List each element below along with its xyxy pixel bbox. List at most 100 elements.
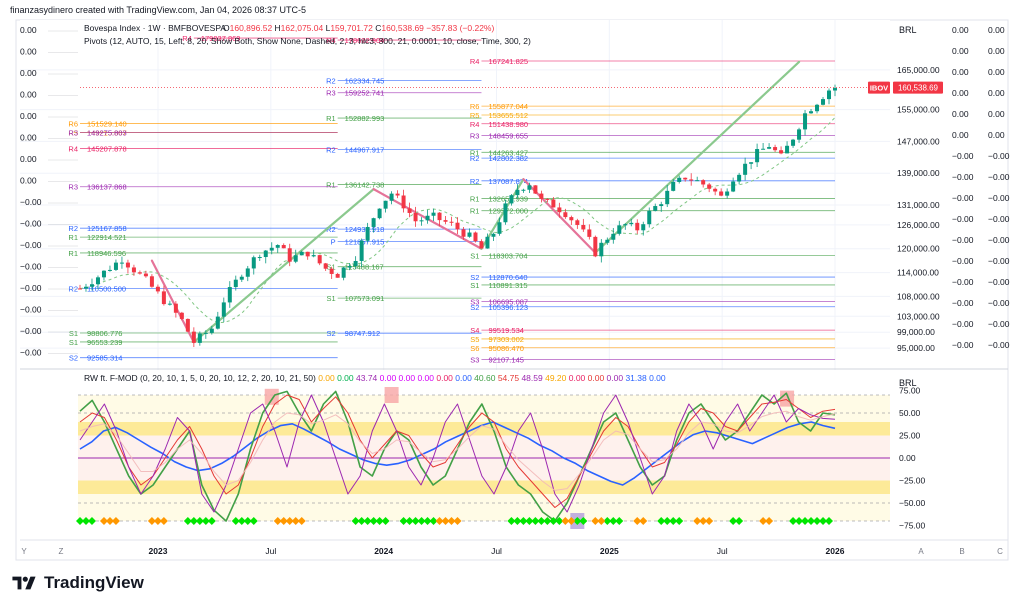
candle-up — [119, 262, 124, 264]
pivot-tag-R4: R4 — [470, 120, 480, 129]
candle-up — [767, 147, 772, 149]
candle-down — [533, 185, 538, 194]
candle-up — [377, 208, 382, 219]
price-pane-bg[interactable] — [20, 20, 890, 368]
candle-down — [461, 229, 466, 237]
ohlc-key-C: C — [375, 23, 381, 33]
signal-dot-green — [819, 517, 828, 525]
candle-up — [353, 260, 358, 267]
candle-up — [521, 189, 526, 191]
candle-up — [95, 277, 100, 285]
signal-dot-orange — [279, 517, 288, 525]
pivot-tag-R2: R2 — [470, 177, 480, 186]
candle-down — [179, 312, 184, 319]
price-tick-label: 147,000.00 — [897, 136, 940, 146]
pivot-value: 92107.145 — [488, 356, 523, 365]
time-tick-label: Jul — [717, 546, 728, 556]
price-tick-label: 103,000.00 — [897, 311, 940, 321]
pivot-tag-R1: R1 — [470, 194, 480, 203]
signal-dot-green — [375, 517, 384, 525]
signal-dot-green — [231, 517, 240, 525]
right-zero-label: −0.00 — [952, 277, 974, 287]
pivot-tag-R4: R4 — [68, 145, 78, 154]
pivot-value: 110891.315 — [488, 281, 527, 290]
candle-up — [695, 180, 700, 182]
left-zero-label: −0.00 — [20, 283, 42, 293]
pivot-tag-R5: R5 — [470, 111, 480, 120]
pivot-tag-S2: S2 — [326, 329, 335, 338]
signal-dot-orange — [105, 517, 114, 525]
pivot-tag-S3: S3 — [470, 356, 479, 365]
time-axis-button[interactable]: A — [918, 547, 924, 556]
indicator-value: 0.00 — [417, 373, 436, 383]
indicator-tick-label: −50.00 — [899, 498, 926, 508]
signal-dot-orange — [693, 517, 702, 525]
indicator-axis-currency[interactable]: BRL — [899, 378, 917, 388]
pivot-value: 167241.825 — [488, 57, 528, 66]
pivot-tag-R3: R3 — [470, 132, 480, 141]
indicator-highlight — [264, 388, 279, 405]
candle-down — [593, 236, 598, 257]
signal-dot-green — [603, 517, 612, 525]
candlesticks — [78, 84, 837, 348]
candle-up — [491, 233, 496, 237]
pivot-tag-R6: R6 — [470, 102, 480, 111]
signal-dot-green — [417, 517, 426, 525]
time-axis[interactable]: 2023 Jul 2024 Jul 2025 Jul 2026 Y Z A B C — [20, 539, 1008, 556]
pivot-tag-R2: R2 — [326, 145, 336, 154]
signal-dot-green — [675, 517, 684, 525]
last-price-tag: IBOV 160,538.69 — [868, 81, 943, 94]
indicator-legend-text[interactable]: RW ft. F-MOD (0, 20, 10, 1, 5, 0, 20, 10… — [84, 373, 666, 383]
price-axis[interactable]: BRL 165,000.00 155,000.00 147,000.00 139,00… — [868, 25, 943, 353]
candle-up — [785, 145, 790, 154]
signal-dot-green — [663, 517, 672, 525]
tradingview-logo-icon — [12, 576, 36, 590]
time-axis-button[interactable]: Z — [59, 547, 64, 556]
right-zero-label: 0.00 — [952, 67, 969, 77]
indicator-value: 0.00 — [607, 373, 626, 383]
signal-dot-orange — [291, 517, 300, 525]
indicator-highlight — [384, 387, 399, 403]
price-axis-currency[interactable]: BRL — [899, 25, 917, 35]
candle-down — [137, 272, 142, 274]
indicator-tick-label: 0.00 — [899, 453, 916, 463]
ohlc-value-C: 160,538.69 −357.83 (−0.22%) — [381, 23, 494, 33]
time-tick-label: Jul — [491, 546, 502, 556]
pivot-value: 151529.140 — [87, 119, 127, 128]
ohlc-key-H: H — [275, 23, 281, 33]
time-axis-button[interactable]: Y — [21, 547, 27, 556]
left-zero-label: −0.00 — [20, 348, 42, 358]
candle-down — [587, 229, 592, 237]
candle-up — [749, 162, 754, 164]
right-zero-label: −0.00 — [952, 298, 974, 308]
time-axis-button[interactable]: C — [997, 547, 1003, 556]
indicator-axis[interactable]: BRL 75.00 50.00 25.00 0.00 −25.00 −50.00 −75.0… — [899, 378, 926, 531]
signal-dot-green — [729, 517, 738, 525]
candle-down — [443, 220, 448, 222]
pivots-indicator-title[interactable]: Pivots (12, AUTO, 15, Left, 8, 20, Show … — [84, 36, 531, 46]
series-pale — [79, 410, 836, 491]
signal-dot-orange — [699, 517, 708, 525]
price-tick-label: 108,000.00 — [897, 291, 940, 301]
signal-dot-green — [813, 517, 822, 525]
time-axis-button[interactable]: B — [959, 547, 964, 556]
pivot-value: 92585.314 — [87, 354, 122, 363]
time-tick-label: 2023 — [149, 546, 168, 556]
candle-up — [509, 195, 514, 204]
pivot-value: 148459.655 — [488, 132, 528, 141]
pivot-value: 110500.500 — [87, 284, 126, 293]
price-tick-label: 131,000.00 — [897, 200, 940, 210]
indicator-value: 49.20 — [545, 373, 569, 383]
price-pane[interactable]: R4 179037.869 R4 178622.904 R4 167241.825 R2 16… — [20, 20, 890, 535]
signal-dot-green — [243, 517, 252, 525]
symbol-title[interactable]: Bovespa Index · 1W · BMFBOVESPA — [84, 23, 226, 33]
candle-up — [623, 224, 628, 226]
candle-up — [89, 284, 94, 287]
pivot-value: 99519.534 — [488, 326, 523, 335]
signal-dot-green — [207, 517, 216, 525]
price-tick-label: 120,000.00 — [897, 244, 940, 254]
pivot-value: 142802.382 — [488, 154, 528, 163]
indicator-pane[interactable] — [20, 370, 890, 535]
series-blue — [79, 421, 836, 486]
